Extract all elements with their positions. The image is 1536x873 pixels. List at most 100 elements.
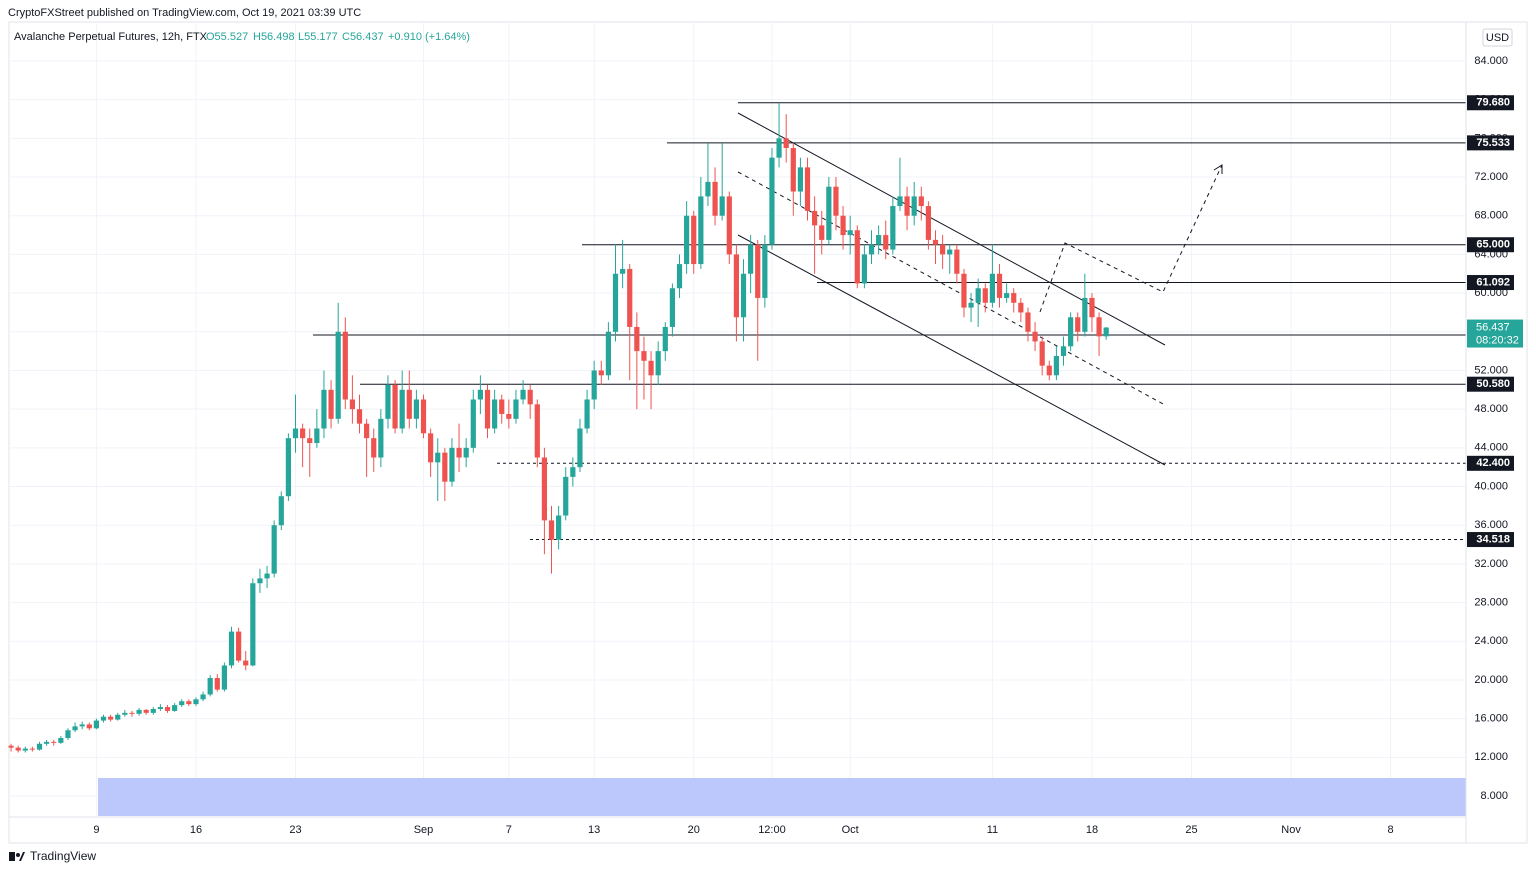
- candle-body: [541, 457, 547, 521]
- y-tick-label: 20.000: [1474, 674, 1508, 686]
- candles: [8, 102, 1109, 753]
- candle-body: [335, 331, 341, 419]
- candle-body: [712, 181, 718, 216]
- axes: 8.000 12.000 16.000 20.000 24.000 28.000 32.00…: [93, 55, 1523, 836]
- level-label: 42.400: [1476, 457, 1510, 469]
- candle-body: [115, 714, 121, 720]
- candle-body: [449, 447, 455, 482]
- candle-body: [221, 665, 227, 690]
- candle-body: [726, 196, 732, 255]
- last-price-box: [1467, 319, 1523, 348]
- y-tick-label: 28.000: [1474, 596, 1508, 608]
- countdown: 08:20:32: [1476, 334, 1519, 346]
- level-label-box: [1467, 95, 1514, 111]
- candle-body: [563, 476, 569, 516]
- candle-body: [15, 747, 21, 751]
- candle-body: [477, 389, 483, 400]
- candle-body: [755, 244, 761, 298]
- candle-body: [100, 716, 107, 721]
- frame: [8, 21, 1528, 844]
- candle-body: [264, 573, 270, 579]
- candle-body: [918, 196, 924, 207]
- candle-body: [420, 399, 427, 434]
- level-label: 61.092: [1476, 276, 1510, 288]
- currency[interactable]: USD: [1486, 32, 1509, 44]
- level-label: 75.533: [1476, 137, 1510, 149]
- candle-body: [1004, 293, 1010, 298]
- candle-body: [1075, 317, 1081, 332]
- x-tick-label: Oct: [842, 824, 859, 836]
- candle-body: [847, 230, 853, 236]
- footer-text: TradingView: [30, 849, 96, 863]
- candle-body: [143, 709, 149, 713]
- candle-body: [44, 741, 50, 744]
- candle-body: [812, 210, 818, 226]
- candle-body: [790, 148, 796, 192]
- candle-body: [676, 264, 683, 289]
- candle-body: [527, 389, 533, 405]
- candle-body: [65, 730, 71, 738]
- currency-box[interactable]: [1482, 28, 1513, 47]
- symbol: Avalanche Perpetual Futures, 12h, FTX: [14, 31, 208, 43]
- candle-body: [236, 631, 242, 661]
- candle-body: [534, 404, 540, 458]
- candle-body: [1060, 346, 1067, 356]
- candle-body: [51, 741, 57, 743]
- candle-body: [1068, 317, 1074, 347]
- y-tick-label: 8.000: [1480, 790, 1508, 802]
- candle-body: [228, 631, 235, 666]
- candle-body: [520, 389, 526, 400]
- candle-body: [776, 138, 782, 158]
- candle-body: [876, 235, 882, 245]
- candle-body: [108, 716, 114, 720]
- candle-body: [890, 206, 896, 250]
- candle-body: [797, 167, 803, 192]
- candle-body: [349, 399, 355, 410]
- candle-body: [655, 351, 661, 376]
- candle-body: [1025, 312, 1031, 332]
- y-tick-label: 24.000: [1474, 635, 1508, 647]
- candle-body: [641, 351, 647, 361]
- candle-body: [669, 288, 675, 327]
- candle-body: [129, 712, 135, 714]
- candle-body: [1053, 355, 1059, 376]
- level-label-box: [1467, 455, 1514, 471]
- candle-body: [86, 724, 92, 729]
- candle-body: [314, 428, 320, 444]
- candle-body: [58, 737, 64, 743]
- candle-body: [271, 525, 277, 574]
- candle-body: [570, 467, 576, 477]
- candle-body: [470, 399, 476, 448]
- candle-body: [307, 438, 313, 444]
- candle-body: [748, 244, 754, 274]
- x-tick-label: 8: [1388, 824, 1394, 836]
- candle-body: [513, 399, 519, 419]
- candle-body: [861, 254, 867, 284]
- candle-body: [1018, 302, 1024, 313]
- candle-body: [278, 496, 284, 526]
- level-label-box: [1467, 532, 1514, 548]
- candle-body: [186, 701, 192, 705]
- candle-body: [1089, 297, 1095, 318]
- candle-body: [378, 418, 384, 458]
- candle-body: [463, 447, 469, 458]
- candle-body: [1082, 297, 1088, 332]
- candle-body: [819, 225, 825, 240]
- level-label-box: [1467, 376, 1514, 392]
- y-tick-label: 68.000: [1474, 210, 1508, 222]
- x-tick-label: Sep: [414, 824, 434, 836]
- candle-body: [164, 707, 171, 711]
- candle-body: [648, 360, 654, 376]
- candle-body: [982, 288, 988, 303]
- x-tick-label: 18: [1086, 824, 1098, 836]
- y-tick-label: 44.000: [1474, 442, 1508, 454]
- channel-lower: [737, 234, 1166, 466]
- candle-body: [371, 438, 377, 458]
- footer-logo: TradingView: [9, 849, 96, 863]
- x-tick-label: 13: [588, 824, 600, 836]
- candle-body: [840, 215, 846, 236]
- candle-body: [1096, 317, 1102, 337]
- candle-body: [492, 399, 498, 429]
- candle-body: [883, 235, 889, 250]
